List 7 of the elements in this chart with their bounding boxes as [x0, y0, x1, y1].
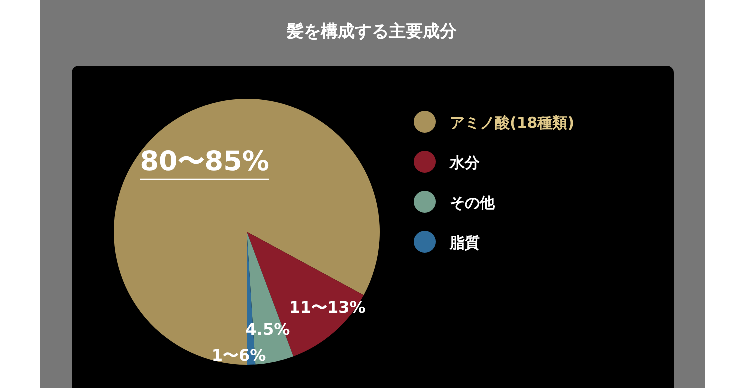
chart-title: 髪を構成する主要成分: [286, 22, 458, 42]
legend-label: アミノ酸(18種類): [450, 114, 575, 132]
legend-label: 水分: [449, 154, 481, 172]
legend-label: 脂質: [449, 234, 480, 252]
data-label: 1〜6%: [212, 346, 266, 366]
legend-label: その他: [450, 194, 496, 212]
data-label: 80〜85%: [140, 146, 270, 178]
